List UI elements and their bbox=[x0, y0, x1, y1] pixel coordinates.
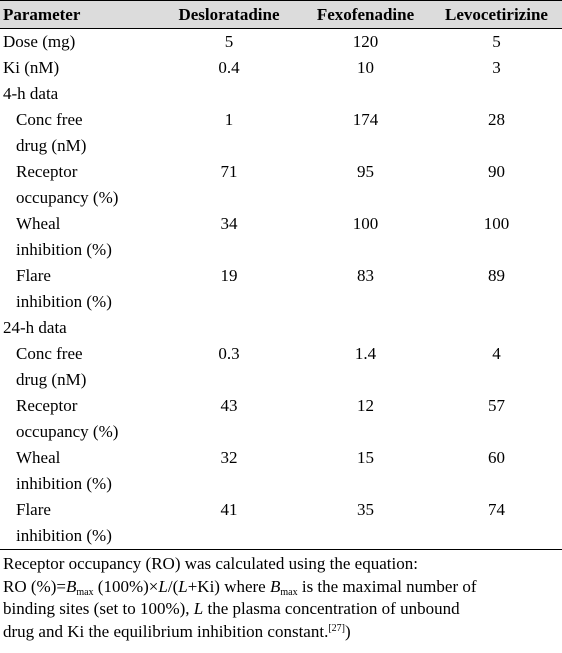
cell-desloratadine: 71 bbox=[220, 162, 238, 181]
cell-levocetirizine: 57 bbox=[488, 396, 505, 415]
footnote-line: Receptor occupancy (RO) was calculated u… bbox=[3, 554, 418, 573]
row-label: Wheal inhibition (%) bbox=[16, 214, 112, 259]
row-label: Conc free drug (nM) bbox=[16, 344, 87, 389]
cell-desloratadine: 19 bbox=[220, 266, 238, 285]
cell-levocetirizine: 89 bbox=[488, 266, 505, 285]
cell-desloratadine: 43 bbox=[220, 396, 238, 415]
antihistamine-comparison-table: Parameter Desloratadine Fexofenadine Lev… bbox=[0, 0, 562, 550]
table-row: Flare inhibition (%) 19 83 89 bbox=[0, 263, 562, 315]
table-row: Receptor occupancy (%) 43 12 57 bbox=[0, 393, 562, 445]
table-row: Ki (nM) 0.4 10 3 bbox=[0, 55, 562, 81]
table-row: Flare inhibition (%) 41 35 74 bbox=[0, 497, 562, 550]
cell-fexofenadine: 1.4 bbox=[354, 344, 377, 363]
row-label: Flare inhibition (%) bbox=[16, 266, 112, 311]
cell-fexofenadine: 174 bbox=[352, 110, 379, 129]
cell-desloratadine: 0.4 bbox=[218, 58, 240, 77]
cell-fexofenadine: 10 bbox=[357, 58, 374, 77]
footnote-line: drug and Ki the equilibrium inhibition c… bbox=[3, 621, 351, 641]
cell-levocetirizine: 74 bbox=[431, 497, 562, 550]
reference-marker: [27] bbox=[328, 622, 345, 634]
cell-desloratadine: 32 bbox=[220, 448, 238, 467]
cell-fexofenadine: 12 bbox=[357, 396, 374, 415]
cell-fexofenadine: 120 bbox=[352, 32, 379, 51]
cell-levocetirizine: 100 bbox=[483, 214, 510, 233]
header-levocetirizine: Levocetirizine bbox=[431, 0, 562, 29]
table-row: Conc free drug (nM) 1 174 28 bbox=[0, 107, 562, 159]
cell-fexofenadine: 95 bbox=[357, 162, 374, 181]
cell-fexofenadine: 100 bbox=[352, 214, 379, 233]
header-desloratadine: Desloratadine bbox=[158, 0, 300, 29]
cell-desloratadine: 1 bbox=[224, 110, 234, 129]
row-label: Receptor occupancy (%) bbox=[16, 162, 119, 207]
table-row: Conc free drug (nM) 0.3 1.4 4 bbox=[0, 341, 562, 393]
section-heading: 24-h data bbox=[3, 318, 67, 337]
cell-desloratadine: 41 bbox=[158, 497, 300, 550]
header-row: Parameter Desloratadine Fexofenadine Lev… bbox=[0, 0, 562, 29]
cell-levocetirizine: 4 bbox=[492, 344, 501, 363]
table-footnote: Receptor occupancy (RO) was calculated u… bbox=[0, 550, 562, 643]
row-label: Ki (nM) bbox=[3, 58, 60, 77]
row-label: Dose (mg) bbox=[3, 32, 76, 51]
footnote-equation: RO (%)=Bmax (100%)×L/(L+Ki) where Bmax i… bbox=[3, 576, 477, 598]
cell-levocetirizine: 90 bbox=[488, 162, 505, 181]
header-fexofenadine: Fexofenadine bbox=[300, 0, 431, 29]
table-row: Dose (mg) 5 120 5 bbox=[0, 29, 562, 56]
table-row: Receptor occupancy (%) 71 95 90 bbox=[0, 159, 562, 211]
cell-levocetirizine: 28 bbox=[488, 110, 505, 129]
row-label: Receptor occupancy (%) bbox=[16, 396, 119, 441]
row-label: Flare inhibition (%) bbox=[0, 497, 158, 550]
table-row: Wheal inhibition (%) 32 15 60 bbox=[0, 445, 562, 497]
footnote-line: binding sites (set to 100%), L the plasm… bbox=[3, 599, 460, 618]
cell-levocetirizine: 60 bbox=[488, 448, 505, 467]
section-heading: 4-h data bbox=[3, 84, 59, 103]
cell-desloratadine: 5 bbox=[224, 32, 234, 51]
cell-levocetirizine: 3 bbox=[492, 58, 501, 77]
cell-desloratadine: 34 bbox=[220, 214, 238, 233]
table-row: Wheal inhibition (%) 34 100 100 bbox=[0, 211, 562, 263]
cell-fexofenadine: 15 bbox=[357, 448, 374, 467]
section-row: 24-h data bbox=[0, 315, 562, 341]
cell-fexofenadine: 83 bbox=[357, 266, 374, 285]
cell-levocetirizine: 5 bbox=[492, 32, 501, 51]
row-label: Conc free drug (nM) bbox=[16, 110, 87, 155]
header-parameter: Parameter bbox=[0, 0, 158, 29]
section-row: 4-h data bbox=[0, 81, 562, 107]
row-label: Wheal inhibition (%) bbox=[16, 448, 112, 493]
cell-desloratadine: 0.3 bbox=[218, 344, 240, 363]
cell-fexofenadine: 35 bbox=[300, 497, 431, 550]
